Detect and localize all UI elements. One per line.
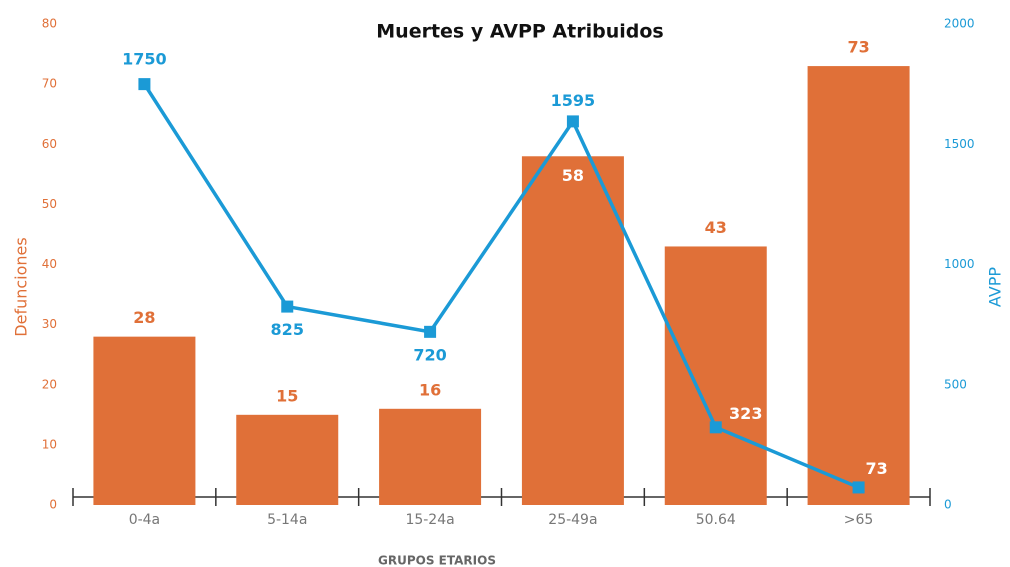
bar xyxy=(664,246,767,505)
line-value-label: 1750 xyxy=(122,50,167,69)
y2-tick-label: 2000 xyxy=(944,17,975,31)
x-tick-label: 25-49a xyxy=(548,512,597,528)
bar-value-label: 43 xyxy=(705,218,727,237)
y-tick-label: 30 xyxy=(42,317,57,331)
x-tick-label: 0-4a xyxy=(129,512,160,528)
y-tick-label: 20 xyxy=(42,377,57,391)
x-tick-label: 50.64 xyxy=(696,512,736,528)
line-marker xyxy=(709,421,722,434)
y-tick-label: 40 xyxy=(42,257,57,271)
x-tick-label: >65 xyxy=(844,512,874,528)
bar-value-label: 15 xyxy=(276,386,298,405)
bar xyxy=(379,408,482,505)
line-value-label: 825 xyxy=(271,320,304,339)
line-marker xyxy=(138,78,151,91)
line-value-label: 73 xyxy=(865,459,887,478)
line-marker xyxy=(566,115,579,128)
bar-value-label: 58 xyxy=(562,166,584,185)
x-axis-title: GRUPOS ETARIOS xyxy=(378,554,496,567)
line-marker xyxy=(852,481,865,494)
y2-tick-label: 1500 xyxy=(944,137,975,151)
chart-title: Muertes y AVPP Atribuidos xyxy=(376,21,663,43)
y2-tick-label: 500 xyxy=(944,377,967,391)
y2-tick-label: 0 xyxy=(944,498,952,512)
bar xyxy=(807,66,910,506)
line-value-label: 1595 xyxy=(551,91,596,110)
x-tick-label: 5-14a xyxy=(267,512,307,528)
bar-value-label: 73 xyxy=(847,38,869,57)
bar xyxy=(93,336,196,505)
bar-value-label: 28 xyxy=(133,308,155,327)
y-axis-title: Defunciones xyxy=(12,237,31,336)
line-marker xyxy=(424,325,437,338)
line-value-label: 720 xyxy=(413,345,446,364)
y-tick-label: 0 xyxy=(49,498,57,512)
y2-tick-label: 1000 xyxy=(944,257,975,271)
y-tick-label: 70 xyxy=(42,77,57,91)
bar xyxy=(236,414,339,505)
line-marker xyxy=(281,300,294,313)
y-tick-label: 60 xyxy=(42,137,57,151)
y-tick-label: 10 xyxy=(42,437,57,451)
y-tick-label: 50 xyxy=(42,197,57,211)
y-tick-label: 80 xyxy=(42,17,57,31)
line xyxy=(142,83,860,490)
y2-axis-title: AVPP xyxy=(986,267,1005,308)
x-tick-label: 15-24a xyxy=(405,512,454,528)
bar-value-label: 16 xyxy=(419,380,441,399)
bar xyxy=(521,156,624,505)
line-value-label: 323 xyxy=(729,404,762,423)
